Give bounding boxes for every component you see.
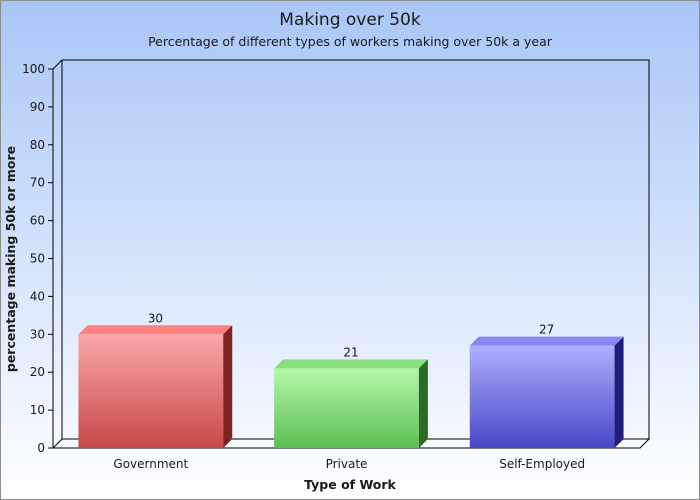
bar-self-employed: 27 [469, 323, 624, 448]
bar-top [469, 336, 624, 346]
data-label: 21 [343, 345, 358, 359]
y-tick-label: 40 [30, 289, 45, 303]
bar-top [78, 325, 233, 335]
y-tick-label: 80 [30, 138, 45, 152]
chart-subtitle: Percentage of different types of workers… [148, 34, 553, 49]
x-tick-label: Self-Employed [499, 457, 585, 471]
bar-private: 21 [274, 345, 428, 448]
depth-edge [52, 59, 63, 70]
y-tick-label: 90 [30, 100, 45, 114]
x-axis-title: Type of Work [304, 477, 396, 492]
bars: 30 21 27 [78, 311, 624, 448]
chart-title: Making over 50k [279, 10, 421, 30]
x-axis-ticks: Government Private Self-Employed [113, 457, 585, 471]
data-label: 30 [148, 311, 163, 325]
bar-side [418, 359, 428, 448]
bar-side [223, 325, 233, 448]
y-tick-label: 20 [30, 365, 45, 379]
data-label: 27 [539, 323, 554, 337]
bar-side [614, 336, 624, 448]
bar-top [274, 359, 428, 369]
bar-front [469, 345, 615, 448]
y-axis-ticks: 0 10 20 30 40 50 60 70 80 90 100 [22, 62, 53, 455]
y-tick-label: 60 [30, 214, 45, 228]
y-tick-label: 100 [22, 62, 45, 76]
bar-front [274, 368, 419, 448]
y-tick-label: 70 [30, 176, 45, 190]
x-tick-label: Government [113, 457, 188, 471]
floor [51, 438, 651, 449]
x-tick-label: Private [326, 457, 368, 471]
y-tick-label: 50 [30, 252, 45, 266]
y-tick-label: 0 [37, 441, 45, 455]
bar-government: 30 [78, 311, 233, 448]
bar-front [78, 334, 224, 448]
y-axis-title: percentage making 50k or more [3, 146, 18, 372]
y-tick-label: 10 [30, 403, 45, 417]
y-tick-label: 30 [30, 327, 45, 341]
